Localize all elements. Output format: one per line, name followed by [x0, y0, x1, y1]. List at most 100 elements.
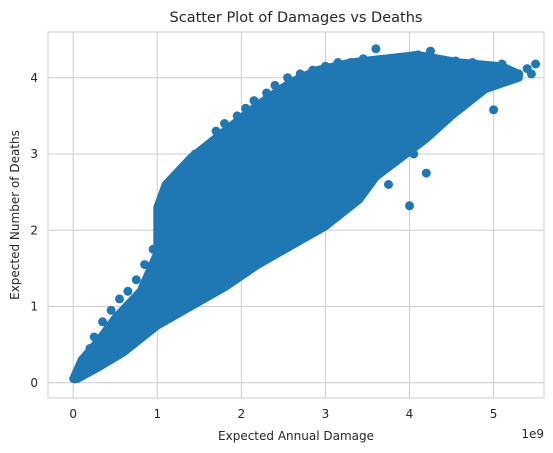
scatter-point [392, 54, 402, 64]
scatter-point [337, 119, 347, 128]
y-tick-label: 0 [30, 376, 38, 390]
x-tick-label: 0 [69, 407, 77, 421]
scatter-point [245, 195, 255, 205]
scatter-point [421, 168, 431, 178]
scatter-point [379, 58, 389, 67]
scatter-point [329, 111, 339, 121]
scatter-point [442, 103, 452, 113]
scatter-point [127, 305, 137, 315]
scatter-point [110, 321, 120, 331]
scatter-point [373, 149, 382, 159]
scatter-point [140, 260, 150, 270]
x-axis-label: Expected Annual Damage [218, 429, 374, 443]
x-axis-offset-label: 1e9 [521, 427, 544, 441]
scatter-point [72, 369, 82, 379]
scatter-point [409, 149, 419, 159]
scatter-point-cloud [69, 50, 523, 383]
scatter-point [194, 248, 204, 258]
scatter-point [224, 225, 234, 235]
scatter-point [190, 149, 200, 159]
scatter-point [363, 111, 372, 121]
scatter-point [287, 172, 297, 182]
scatter-point [152, 298, 162, 308]
scatter-point [165, 202, 175, 212]
scatter-point [274, 164, 284, 174]
scatter-points [69, 44, 541, 384]
scatter-point [384, 180, 393, 189]
scatter-point [358, 54, 368, 64]
scatter-point [232, 111, 242, 121]
scatter-point [144, 286, 154, 296]
scatter-point [93, 347, 103, 357]
scatter-point [123, 286, 133, 296]
scatter-point [119, 313, 129, 323]
scatter-point [304, 126, 314, 136]
scatter-point [182, 164, 192, 174]
y-tick-label: 4 [30, 71, 38, 85]
scatter-point [405, 201, 414, 211]
scatter-point [463, 80, 473, 90]
scatter-point [253, 180, 263, 189]
scatter-point [417, 126, 427, 136]
scatter-point [115, 294, 124, 304]
scatter-point [316, 88, 326, 98]
scatter-point [207, 237, 217, 247]
chart-title: Scatter Plot of Damages vs Deaths [170, 10, 423, 26]
x-tick-label: 3 [322, 407, 330, 421]
scatter-point [484, 77, 494, 87]
scatter-point [531, 59, 541, 69]
scatter-point [131, 275, 141, 285]
scatter-point [325, 134, 335, 144]
scatter-point [438, 58, 448, 67]
scatter-point [295, 69, 305, 79]
x-tick-label: 4 [406, 407, 414, 421]
scatter-point [459, 65, 469, 75]
scatter-point [266, 187, 276, 197]
scatter-point [241, 103, 251, 113]
scatter-point [489, 105, 499, 115]
y-tick-label: 2 [30, 223, 38, 237]
scatter-point [199, 195, 208, 205]
scatter-point [493, 67, 503, 77]
scatter-point [98, 317, 108, 327]
scatter-point [371, 44, 381, 54]
scatter-point [299, 157, 309, 167]
scatter-point [85, 343, 95, 353]
scatter-point [157, 225, 166, 235]
scatter-point [430, 119, 440, 128]
scatter-point [89, 332, 99, 342]
scatter-point [350, 126, 360, 136]
scatter-point [228, 164, 238, 174]
scatter-point [346, 58, 356, 67]
scatter-point [186, 233, 196, 243]
scatter-point [426, 46, 435, 56]
scatter-point [468, 58, 477, 67]
scatter-point [106, 305, 116, 315]
scatter-point [497, 59, 507, 69]
scatter-point [178, 267, 187, 277]
scatter-point [236, 210, 246, 220]
scatter-point [375, 103, 385, 113]
scatter-point [514, 69, 524, 79]
scatter-point [455, 84, 465, 94]
scatter-point [220, 119, 229, 128]
scatter-point [236, 149, 246, 159]
scatter-point [270, 80, 280, 90]
scatter-point [312, 149, 322, 159]
scatter-point [152, 271, 162, 281]
scatter-point [308, 65, 318, 75]
x-tick-label: 1 [153, 407, 161, 421]
scatter-point [320, 61, 330, 71]
y-tick-label: 1 [30, 300, 38, 314]
scatter-point [413, 50, 423, 60]
y-axis-label: Expected Number of Deaths [8, 130, 22, 300]
scatter-point [262, 88, 272, 98]
scatter-point [102, 332, 112, 342]
scatter-point [341, 80, 351, 90]
scatter-point [211, 126, 221, 136]
scatter-point [161, 279, 171, 289]
scatter-point [472, 73, 482, 83]
scatter-point [148, 244, 158, 254]
scatter-point [388, 157, 398, 167]
